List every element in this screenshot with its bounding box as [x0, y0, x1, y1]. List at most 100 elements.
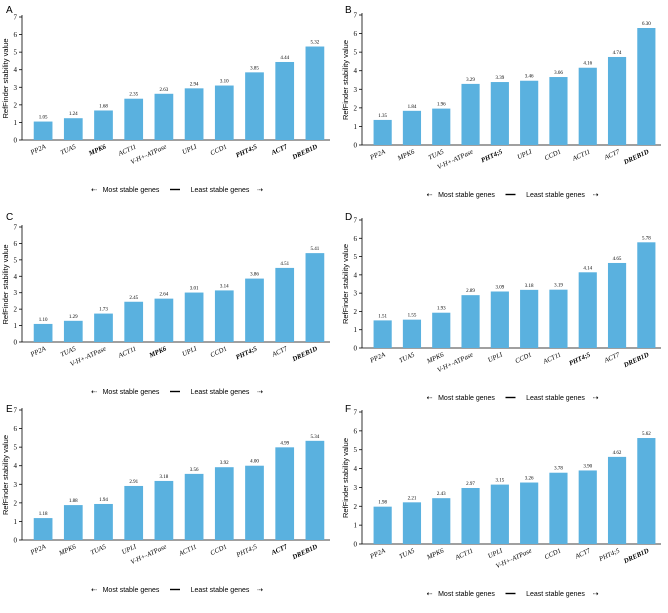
y-tick-label: 6: [14, 31, 18, 39]
bar-value-label: 4.65: [613, 257, 622, 262]
arrow-right-icon: ⇢: [257, 587, 263, 594]
category-label: PP2A: [368, 351, 387, 365]
y-tick-label: 1: [14, 322, 18, 330]
bar: [214, 290, 234, 342]
bar: [94, 313, 113, 342]
category-label: MPK6: [57, 543, 77, 558]
bar-value-label: 3.14: [220, 284, 229, 289]
y-tick-label: 7: [354, 217, 358, 225]
category-label: ACT7: [603, 351, 622, 365]
panel-f: F RefFinder stability value 0 1 2 3 4 5 6 7 1.98 PP…: [341, 404, 661, 598]
bar: [432, 108, 451, 145]
category-label: UPLI: [516, 148, 533, 161]
y-tick-label: 5: [14, 444, 18, 452]
category-label: ACT7: [270, 345, 289, 359]
y-tick-label: 0: [14, 137, 18, 145]
bar-value-label: 3.86: [250, 273, 259, 278]
y-tick-label: 1: [14, 518, 18, 526]
y-tick-label: 6: [14, 240, 18, 248]
bar: [275, 447, 295, 540]
bar: [373, 320, 392, 348]
bar: [94, 503, 113, 540]
footer-least-stable: Least stable genes: [191, 187, 250, 194]
bar: [402, 319, 422, 348]
bar: [373, 506, 392, 544]
bar: [275, 61, 295, 140]
bar: [154, 480, 174, 540]
y-axis-label: RefFinder stability value: [341, 40, 350, 120]
category-label: TUA5: [427, 148, 445, 161]
bar-value-label: 1.73: [99, 308, 108, 313]
bar: [637, 28, 656, 145]
bar-value-label: 2.89: [466, 289, 475, 294]
category-label: PHT4;5: [597, 547, 621, 563]
category-label: MPK6: [87, 143, 108, 158]
category-label: PP2A: [29, 543, 48, 557]
category-label: MPK6: [396, 148, 416, 163]
bar: [184, 88, 204, 140]
category-label: PHT4;5: [235, 143, 259, 159]
y-tick-label: 6: [14, 425, 18, 433]
bar: [578, 272, 597, 348]
y-tick-label: 4: [354, 465, 358, 473]
category-label: CCD1: [209, 543, 228, 557]
category-label: CCD1: [514, 351, 533, 365]
category-label: PHT4;5: [235, 543, 259, 559]
category-label: DREB1D: [622, 547, 650, 565]
bar: [305, 46, 325, 140]
y-tick-label: 3: [354, 290, 358, 298]
bar: [578, 67, 597, 145]
category-label: MPK6: [425, 547, 445, 562]
arrow-right-icon: ⇢: [257, 389, 263, 396]
footer-least-stable: Least stable genes: [191, 389, 250, 396]
bar-value-label: 3.15: [495, 479, 504, 484]
y-tick-label: 0: [14, 339, 18, 347]
bar: [305, 253, 325, 342]
bar: [154, 93, 174, 140]
y-tick-label: 7: [354, 409, 358, 417]
bar-value-label: 3.85: [250, 66, 259, 71]
y-tick-label: 5: [354, 49, 358, 57]
y-tick-label: 2: [14, 499, 18, 507]
bar: [33, 121, 53, 140]
bar-value-label: 1.05: [39, 116, 48, 121]
bar-value-label: 5.62: [642, 432, 651, 437]
category-label: ACT7: [270, 543, 289, 557]
bar-value-label: 1.93: [437, 307, 446, 312]
bar: [402, 110, 422, 145]
bar: [637, 438, 656, 544]
y-tick-label: 7: [14, 407, 18, 415]
bar-value-label: 1.84: [408, 105, 417, 110]
bar: [637, 242, 656, 348]
bar-value-label: 4.51: [280, 262, 289, 267]
category-label: ACT11: [117, 345, 138, 360]
bar: [184, 473, 204, 540]
bar-value-label: 4.14: [583, 266, 592, 271]
bar: [461, 83, 480, 145]
y-tick-label: 3: [14, 84, 18, 92]
bar: [124, 301, 144, 342]
bar-value-label: 1.51: [378, 314, 387, 319]
category-label: DREB1D: [291, 345, 319, 363]
bar-value-label: 2.35: [129, 93, 138, 98]
y-tick-label: 6: [354, 235, 358, 243]
bar: [520, 289, 539, 348]
bar-value-label: 2.91: [129, 480, 138, 485]
footer-most-stable: Most stable genes: [438, 591, 495, 598]
bar: [214, 85, 234, 140]
bar: [154, 298, 174, 342]
category-label: PHT4;5: [568, 351, 592, 367]
category-label: PHT4;5: [480, 148, 504, 164]
bar-value-label: 3.78: [554, 467, 563, 472]
bar-value-label: 1.55: [408, 314, 417, 319]
bar: [607, 56, 627, 145]
bar: [549, 472, 568, 544]
arrow-left-icon: ⇠: [91, 587, 97, 594]
bar: [549, 289, 568, 348]
bar-value-label: 4.00: [250, 460, 259, 465]
y-tick-label: 0: [354, 345, 358, 353]
bar: [305, 440, 325, 540]
bar: [549, 77, 568, 145]
category-label: TUA5: [59, 143, 77, 156]
category-label: DREB1D: [622, 148, 650, 166]
